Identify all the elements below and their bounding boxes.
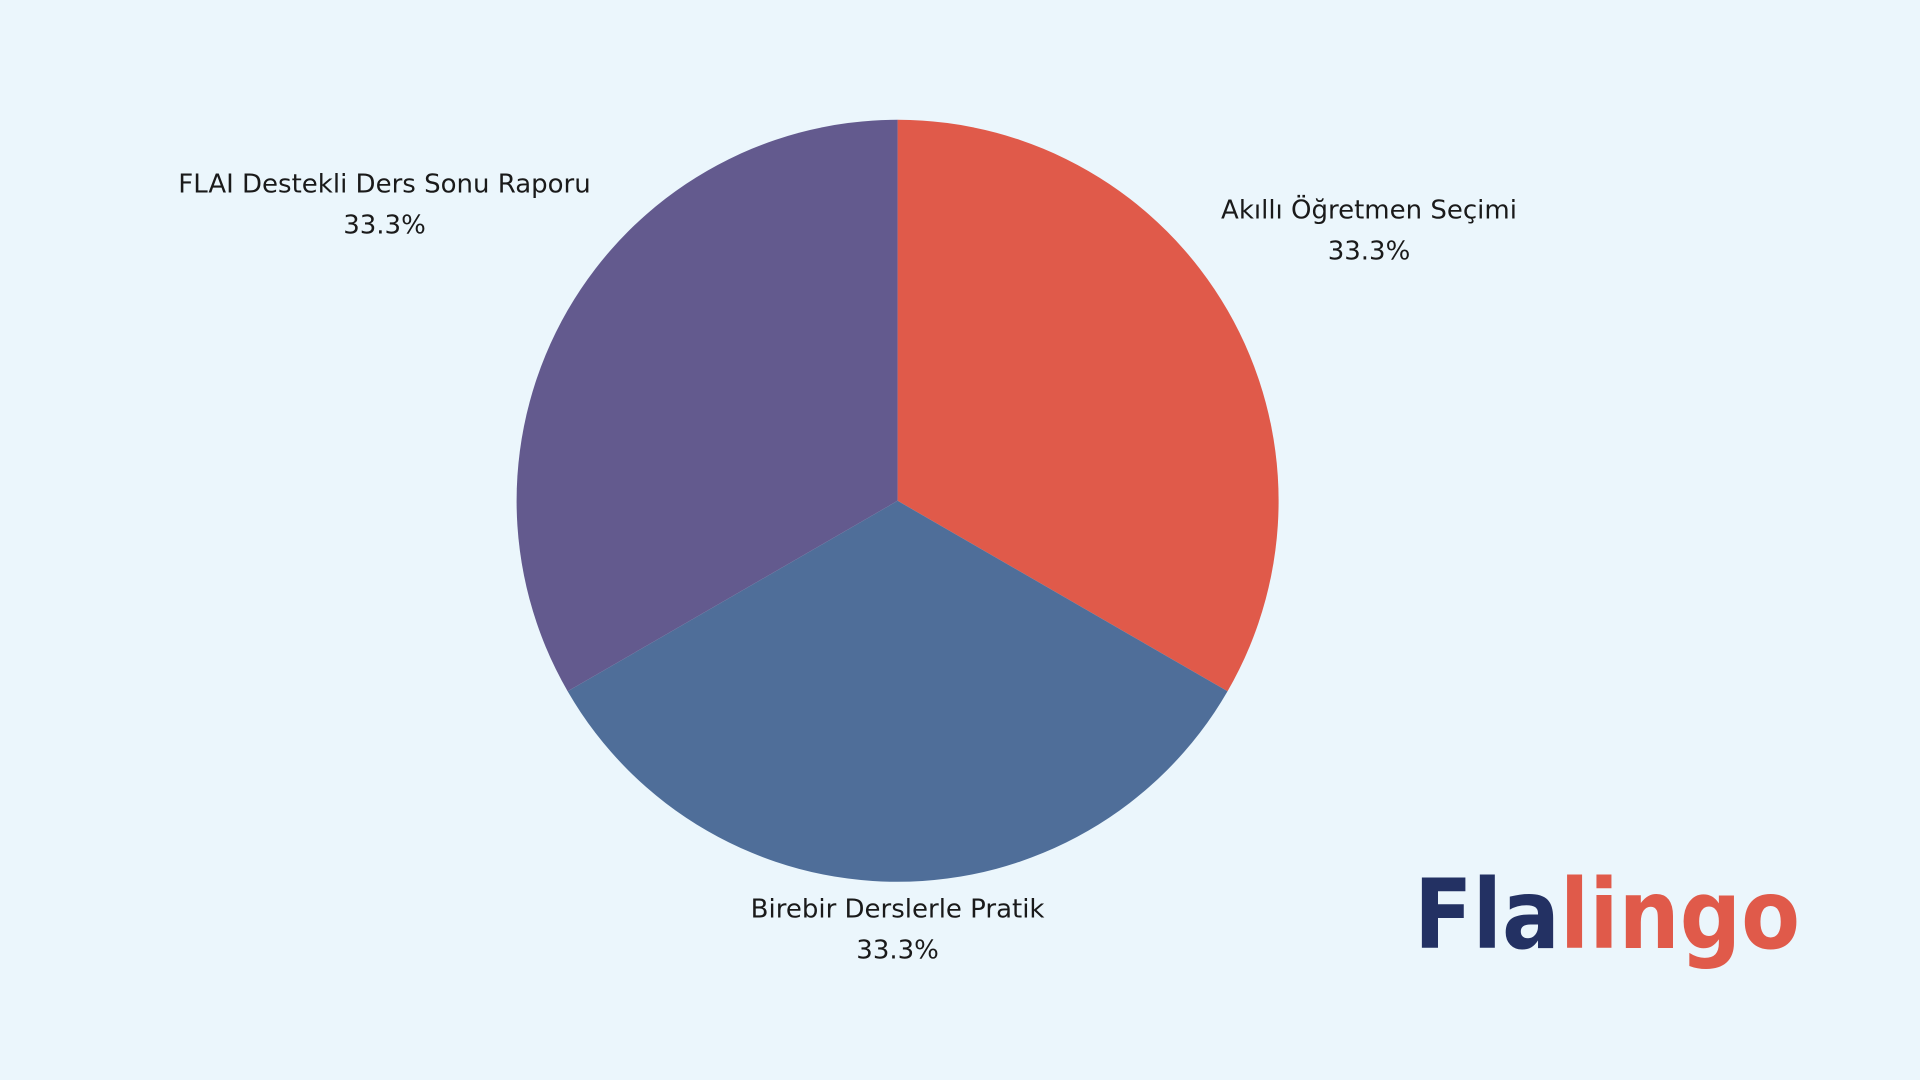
logo: Flalingo: [1414, 859, 1800, 971]
slice-label: FLAI Destekli Ders Sonu Raporu: [178, 170, 590, 200]
pie-slice: [516, 119, 898, 692]
slice-value-label: 33.3%: [343, 211, 426, 241]
logo-part: lingo: [1560, 859, 1800, 971]
slice-value-label: 33.3%: [1328, 237, 1411, 267]
slice-label: Akıllı Öğretmen Seçimi: [1221, 194, 1517, 226]
slice-value-label: 33.3%: [856, 936, 939, 966]
logo-part: Fla: [1414, 859, 1560, 971]
slice-label: Birebir Derslerle Pratik: [751, 895, 1045, 925]
pie-slice: [897, 119, 1279, 692]
pie-slice: [567, 500, 1228, 882]
